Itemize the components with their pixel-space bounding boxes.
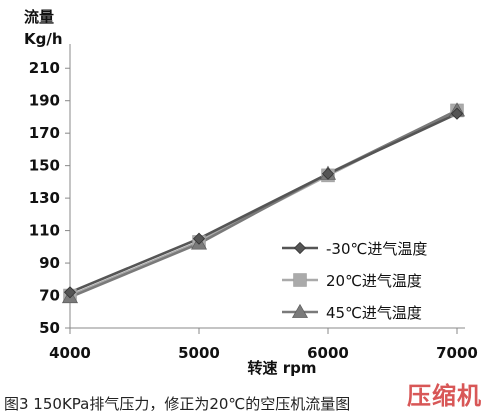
legend-swatch-marker (291, 303, 309, 318)
y-tick-label: 150 (29, 157, 60, 175)
data-point-diamond (192, 232, 206, 245)
data-point-diamond (63, 286, 77, 299)
data-point-diamond (321, 167, 335, 180)
series-line (69, 112, 458, 294)
y-tick-label: 110 (29, 222, 60, 240)
y-tick-label: 90 (39, 254, 60, 272)
x-tick-label: 4000 (49, 344, 91, 362)
x-tick-label: 5000 (178, 344, 220, 362)
x-tick-label: 6000 (307, 344, 349, 362)
legend-label: -30℃进气温度 (326, 240, 427, 258)
y-tick-label: 50 (39, 319, 60, 337)
series-line (69, 109, 458, 299)
y-tick-label: 210 (29, 59, 60, 77)
chart: 流量 Kg/h 50 70 90 110 130 150 170 190 210 4000 5000… (24, 8, 478, 377)
series-lines (69, 109, 458, 299)
legend-swatch-marker (293, 273, 307, 287)
series-markers (61, 102, 466, 304)
y-tick-label: 130 (29, 189, 60, 207)
x-tick-label: 7000 (436, 344, 478, 362)
watermark-logo: 压缩机 (407, 382, 482, 410)
y-tick-label: 70 (39, 287, 60, 305)
y-axis-title-line2: Kg/h (24, 30, 63, 48)
legend-label: 20℃进气温度 (326, 272, 422, 290)
x-axis-title: 转速 rpm (248, 359, 317, 377)
y-tick-label: 170 (29, 124, 60, 142)
legend-swatch-marker (293, 241, 307, 255)
y-axis-title-line1: 流量 (24, 8, 54, 26)
axes: 50 70 90 110 130 150 170 190 210 4000 5000 6000 7000 (29, 44, 478, 362)
y-tick-label: 190 (29, 92, 60, 110)
legend: -30℃进气温度 20℃进气温度 45℃进气温度 (282, 240, 427, 322)
legend-label: 45℃进气温度 (326, 304, 422, 322)
figure-caption: 图3 150KPa排气压力，修正为20℃的空压机流量图 (4, 395, 351, 413)
data-point-diamond (450, 107, 464, 120)
